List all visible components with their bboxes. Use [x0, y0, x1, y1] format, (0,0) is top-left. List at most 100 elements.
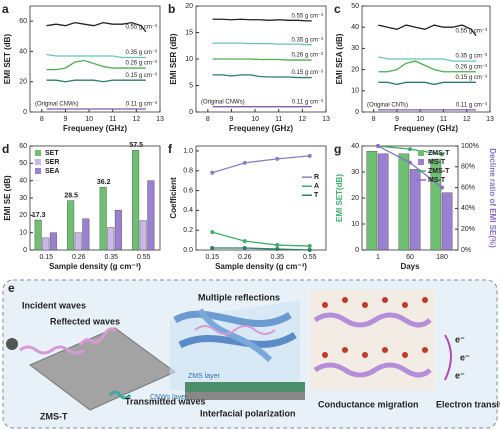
- y-tick-label: 10: [19, 230, 27, 237]
- series-label: 0.26 g cm⁻³: [455, 64, 487, 70]
- series-label: 0.11 g cm⁻³: [126, 102, 157, 108]
- marker: [210, 230, 215, 235]
- panel-letter: e: [8, 281, 15, 295]
- marker: [307, 248, 312, 252]
- line: [46, 59, 146, 71]
- series-label: 0.55 g cm⁻³: [125, 24, 157, 30]
- x-axis-label: Frequeney (GHz): [229, 124, 293, 133]
- bar: [132, 150, 140, 251]
- legend-swatch: [35, 150, 41, 156]
- panel-letter: d: [2, 142, 9, 156]
- bar: [430, 158, 442, 251]
- y-tick-label: 0: [23, 109, 27, 116]
- line: [212, 58, 312, 61]
- line: [212, 74, 312, 79]
- bar: [441, 192, 453, 251]
- zms-layer-shape: [185, 382, 305, 392]
- x-axis-label: Days: [400, 262, 420, 271]
- y-tick-label: 20: [19, 212, 27, 219]
- panel-letter: a: [2, 2, 9, 16]
- marker: [440, 185, 444, 190]
- marker: [210, 170, 215, 175]
- annotation: (Original CNWs): [201, 99, 245, 105]
- y-tick-label: 40: [351, 24, 359, 31]
- bar: [67, 200, 75, 251]
- marker: [275, 247, 280, 252]
- label: ZMS layer: [188, 373, 221, 380]
- y-tick-label: 0.4: [183, 207, 193, 214]
- y-tick-label: 0: [355, 109, 359, 116]
- series-label: 0.26 g cm⁻³: [291, 53, 323, 59]
- legend-swatch: [418, 150, 424, 156]
- y-tick-label: 15: [185, 29, 193, 36]
- x-tick-label: 12: [298, 116, 306, 123]
- y-axis-label: EMI SET (dB): [3, 34, 12, 85]
- bar: [82, 218, 90, 251]
- x-tick-label: 11: [275, 116, 282, 123]
- y-tick-label: 30: [351, 169, 359, 176]
- bar: [107, 227, 115, 251]
- plot-frame: [195, 145, 327, 251]
- series-label: 0.11 g cm⁻³: [292, 99, 323, 105]
- atoms: [322, 297, 428, 358]
- y-axis-label: EMI SE (dB): [3, 175, 12, 221]
- x-tick-label: 0.15: [205, 254, 219, 261]
- legend-label: ZMS-T: [428, 150, 450, 157]
- plot-frame: [29, 5, 161, 113]
- line: [378, 56, 477, 62]
- y-tick-label: 20: [351, 66, 359, 73]
- y-tick-label: 60: [19, 143, 27, 150]
- bar: [409, 169, 421, 251]
- x-tick-label: 13: [322, 116, 330, 123]
- series-label: 0.11 g cm⁻³: [456, 102, 487, 108]
- x-tick-label: 180: [436, 254, 448, 261]
- panel-e: e Incident waves Reflected waves Transmi…: [2, 279, 500, 429]
- electron: e⁻: [460, 352, 470, 362]
- y2-tick-label: 80%: [461, 164, 475, 171]
- y-tick-label: 40: [19, 178, 27, 185]
- bar: [147, 180, 155, 251]
- marker: [242, 160, 247, 165]
- x-tick-label: 13: [486, 116, 494, 123]
- y-tick-label: 60: [19, 18, 27, 25]
- y-tick-label: 0: [23, 247, 27, 254]
- bar: [74, 232, 82, 251]
- line: [378, 60, 477, 73]
- legend-swatch: [35, 168, 41, 174]
- y-tick-label: 50: [351, 3, 359, 10]
- legend-label: T: [314, 192, 319, 199]
- x-tick-label: 12: [463, 116, 471, 123]
- legend-label: SER: [45, 159, 59, 166]
- bar: [366, 150, 378, 251]
- incident-wave: [19, 345, 85, 355]
- x-tick-label: 0.35: [270, 254, 284, 261]
- data-label: 57.5: [129, 142, 143, 149]
- cnws-layer-shape: [185, 392, 305, 400]
- label: Electron transition: [436, 399, 500, 409]
- panel-letter: c: [334, 2, 341, 16]
- x-tick-label: 11: [109, 116, 116, 123]
- legend-swatch: [418, 159, 424, 165]
- marker: [376, 144, 380, 148]
- y-tick-label: 0.0: [183, 247, 193, 254]
- label: Conductance migration: [318, 399, 419, 409]
- series-label: 0.35 g cm⁻³: [291, 37, 323, 43]
- series-label: 0.26 g cm⁻³: [125, 61, 157, 67]
- data-label: 17.3: [32, 212, 46, 219]
- y-axis-label: Coefficient: [169, 177, 178, 219]
- line: [212, 18, 312, 22]
- y-tick-label: 10: [351, 221, 359, 228]
- series-label: 0.35 g cm⁻³: [455, 54, 487, 60]
- line: [212, 155, 310, 174]
- y-tick-label: 0.8: [183, 168, 193, 175]
- legend-label: R: [314, 174, 319, 181]
- electron: e⁻: [455, 334, 465, 344]
- transition-arrow: [444, 334, 452, 381]
- bar: [99, 187, 107, 251]
- y-tick-label: 40: [19, 48, 27, 55]
- series-label: 0.35 g cm⁻³: [125, 50, 157, 56]
- panel-letter: f: [168, 142, 173, 156]
- x-tick-label: 0.55: [137, 254, 151, 261]
- marker: [408, 160, 412, 165]
